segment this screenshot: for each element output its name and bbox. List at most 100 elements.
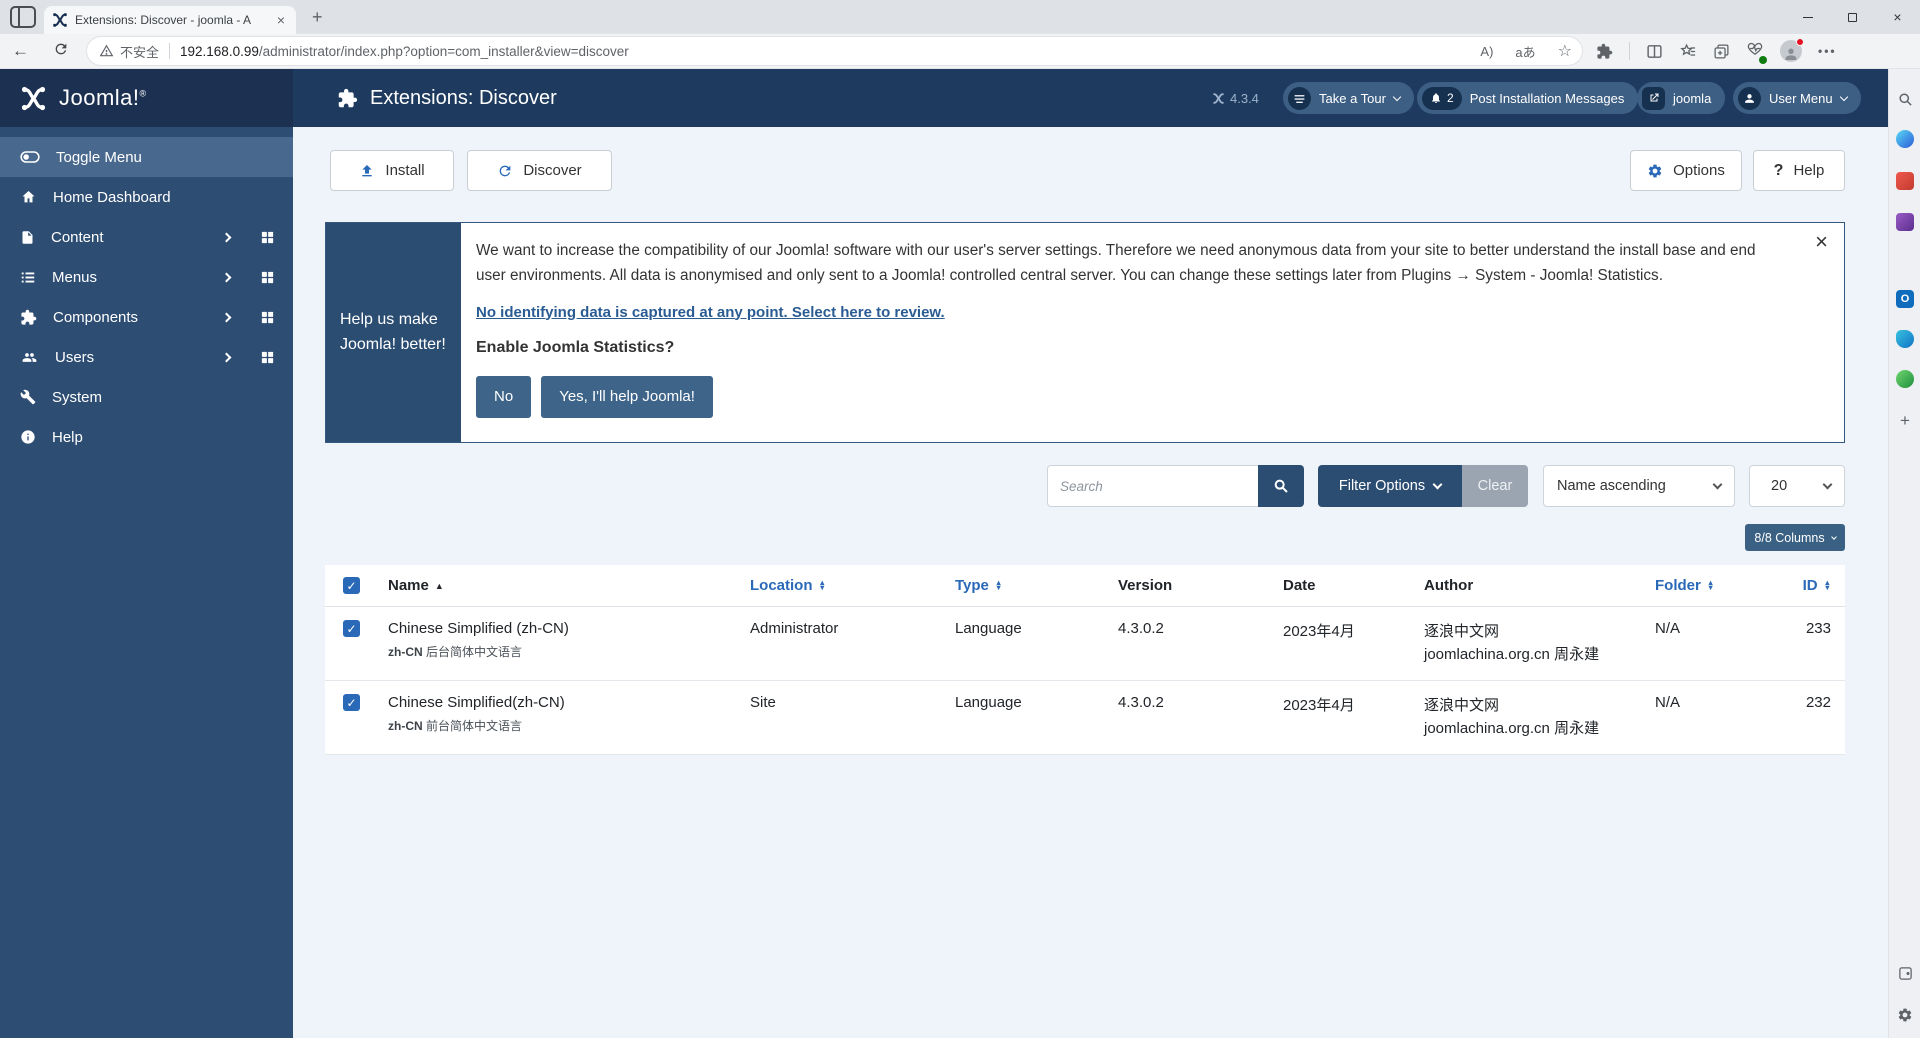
refresh-icon xyxy=(499,165,511,176)
install-label: Install xyxy=(385,162,425,179)
search-button[interactable] xyxy=(1258,465,1304,507)
column-header-location[interactable]: Location ▲ ▼ xyxy=(750,577,826,594)
options-button[interactable]: Options xyxy=(1630,150,1742,191)
columns-toggle-button[interactable]: 8/8 Columns xyxy=(1745,524,1845,551)
settings-menu-icon[interactable]: ••• xyxy=(1818,44,1837,58)
drop-icon[interactable] xyxy=(1895,329,1915,349)
select-all-checkbox[interactable]: ✓ xyxy=(343,577,360,594)
home-icon xyxy=(22,191,35,203)
clear-button[interactable]: Clear xyxy=(1462,465,1528,507)
sidebar-item-menus[interactable]: Menus xyxy=(0,257,293,297)
column-header-folder[interactable]: Folder ▲ ▼ xyxy=(1655,577,1715,594)
close-icon: × xyxy=(1893,9,1902,25)
read-aloud-icon[interactable]: A) xyxy=(1480,43,1494,59)
discover-button[interactable]: Discover xyxy=(467,150,612,191)
sidebar-item-toggle-menu[interactable]: Toggle Menu xyxy=(0,137,293,177)
sidebar-item-components[interactable]: Components xyxy=(0,297,293,337)
tab-actions-icon[interactable] xyxy=(10,6,36,28)
divider xyxy=(1629,42,1630,60)
install-button[interactable]: Install xyxy=(330,150,454,191)
warning-icon xyxy=(99,44,114,57)
favorites-icon[interactable] xyxy=(1679,43,1697,60)
filter-options-button[interactable]: Filter Options xyxy=(1318,465,1462,507)
settings-gear-icon[interactable] xyxy=(1895,1005,1915,1025)
sidebar-nav: Toggle Menu Home Dashboard Content Menus xyxy=(0,127,293,457)
back-icon[interactable]: ← xyxy=(12,41,29,60)
dashboard-grid-icon[interactable] xyxy=(260,350,275,365)
row-checkbox[interactable]: ✓ xyxy=(343,694,360,711)
sort-order-select[interactable]: Name ascending xyxy=(1543,465,1735,507)
copilot-icon[interactable] xyxy=(1895,129,1915,149)
split-screen-icon[interactable] xyxy=(1646,43,1663,60)
cell-type: Language xyxy=(955,694,1022,711)
user-menu-button[interactable]: User Menu xyxy=(1733,82,1861,114)
chevron-right-icon xyxy=(221,272,232,282)
security-chip[interactable]: 不安全 xyxy=(99,42,159,61)
cell-version: 4.3.0.2 xyxy=(1118,620,1164,637)
gear-icon xyxy=(1648,164,1662,177)
games-icon[interactable] xyxy=(1895,369,1915,389)
version-text: 4.3.4 xyxy=(1230,90,1259,106)
column-header-id[interactable]: ID ▲ ▼ xyxy=(1802,577,1831,594)
sidebar-item-users[interactable]: Users xyxy=(0,337,293,377)
notice-close-icon[interactable]: × xyxy=(1815,229,1828,254)
browser-tab[interactable]: Extensions: Discover - joomla - A × xyxy=(44,6,296,34)
collections-icon[interactable] xyxy=(1713,43,1730,60)
add-app-icon[interactable]: + xyxy=(1900,411,1910,430)
sidebar-item-home-dashboard[interactable]: Home Dashboard xyxy=(0,177,293,217)
outlook-icon[interactable]: O xyxy=(1895,289,1915,309)
new-tab-button[interactable]: + xyxy=(312,6,323,27)
shopping-icon[interactable] xyxy=(1895,171,1915,191)
list-limit-select[interactable]: 20 xyxy=(1749,465,1845,507)
window-close-button[interactable]: × xyxy=(1875,0,1920,34)
cell-author: 逐浪中文网 joomlachina.org.cn 周永建 xyxy=(1424,697,1600,738)
dashboard-grid-icon[interactable] xyxy=(260,270,275,285)
cell-id: 232 xyxy=(1805,694,1831,711)
cell-folder: N/A xyxy=(1655,620,1681,637)
sidebar-item-content[interactable]: Content xyxy=(0,217,293,257)
search-input[interactable] xyxy=(1047,465,1258,507)
window-maximize-button[interactable] xyxy=(1830,0,1875,34)
extension-description: zh-CN 后台简体中文语言 xyxy=(388,645,523,659)
browser-essentials-icon[interactable] xyxy=(1746,40,1767,64)
columns-label: 8/8 Columns xyxy=(1754,530,1825,545)
sidebar-item-system[interactable]: System xyxy=(0,377,293,417)
statistics-no-button[interactable]: No xyxy=(476,375,532,418)
statistics-yes-button[interactable]: Yes, I'll help Joomla! xyxy=(541,375,713,418)
list-limit-value: 20 xyxy=(1771,478,1788,494)
joomla-content: Install Discover Options ? Help H xyxy=(293,127,1888,1038)
dashboard-grid-icon[interactable] xyxy=(260,310,275,325)
browser-tab-strip: Extensions: Discover - joomla - A × + × xyxy=(0,0,1920,34)
column-header-type[interactable]: Type ▲ ▼ xyxy=(955,577,1003,594)
sidebar-item-label: Users xyxy=(55,348,95,366)
external-link-icon xyxy=(1650,93,1658,102)
post-installation-messages-button[interactable]: 2 Post Installation Messages xyxy=(1417,82,1639,114)
dashboard-grid-icon[interactable] xyxy=(260,230,275,245)
search-icon[interactable] xyxy=(1895,89,1915,109)
add-favorite-icon[interactable]: ☆ xyxy=(1557,43,1572,60)
take-a-tour-label: Take a Tour xyxy=(1319,90,1386,106)
toggle-icon xyxy=(20,151,40,163)
table-row: ✓ Chinese Simplified (zh-CN) zh-CN 后台简体中… xyxy=(325,607,1845,681)
notice-review-link[interactable]: No identifying data is captured at any p… xyxy=(476,303,945,321)
users-icon xyxy=(22,352,37,362)
refresh-icon[interactable] xyxy=(41,41,81,62)
preview-site-button[interactable]: joomla xyxy=(1637,82,1726,114)
tab-close-icon[interactable]: × xyxy=(276,12,285,28)
sidebar-panel-icon[interactable] xyxy=(1895,963,1915,983)
sidebar-item-help[interactable]: Help xyxy=(0,417,293,457)
take-a-tour-button[interactable]: Take a Tour xyxy=(1283,82,1414,114)
extensions-icon[interactable] xyxy=(1596,43,1613,60)
translate-icon[interactable]: aあ xyxy=(1515,44,1536,60)
sort-order-value: Name ascending xyxy=(1557,478,1666,494)
row-checkbox[interactable]: ✓ xyxy=(343,620,360,637)
notice-aside-line1: Help us make xyxy=(340,310,438,328)
address-bar[interactable]: 不安全 192.168.0.99/administrator/index.php… xyxy=(87,37,1582,65)
profile-avatar[interactable] xyxy=(1780,38,1804,62)
help-button[interactable]: ? Help xyxy=(1753,150,1845,191)
column-header-name[interactable]: Name ▲ xyxy=(388,577,444,594)
joomla-sidebar: Joomla!® Toggle Menu Home Dashboard Cont… xyxy=(0,69,293,1038)
microsoft365-icon[interactable] xyxy=(1895,212,1915,232)
window-minimize-button[interactable] xyxy=(1785,0,1830,34)
url-text: 192.168.0.99/administrator/index.php?opt… xyxy=(180,44,629,59)
